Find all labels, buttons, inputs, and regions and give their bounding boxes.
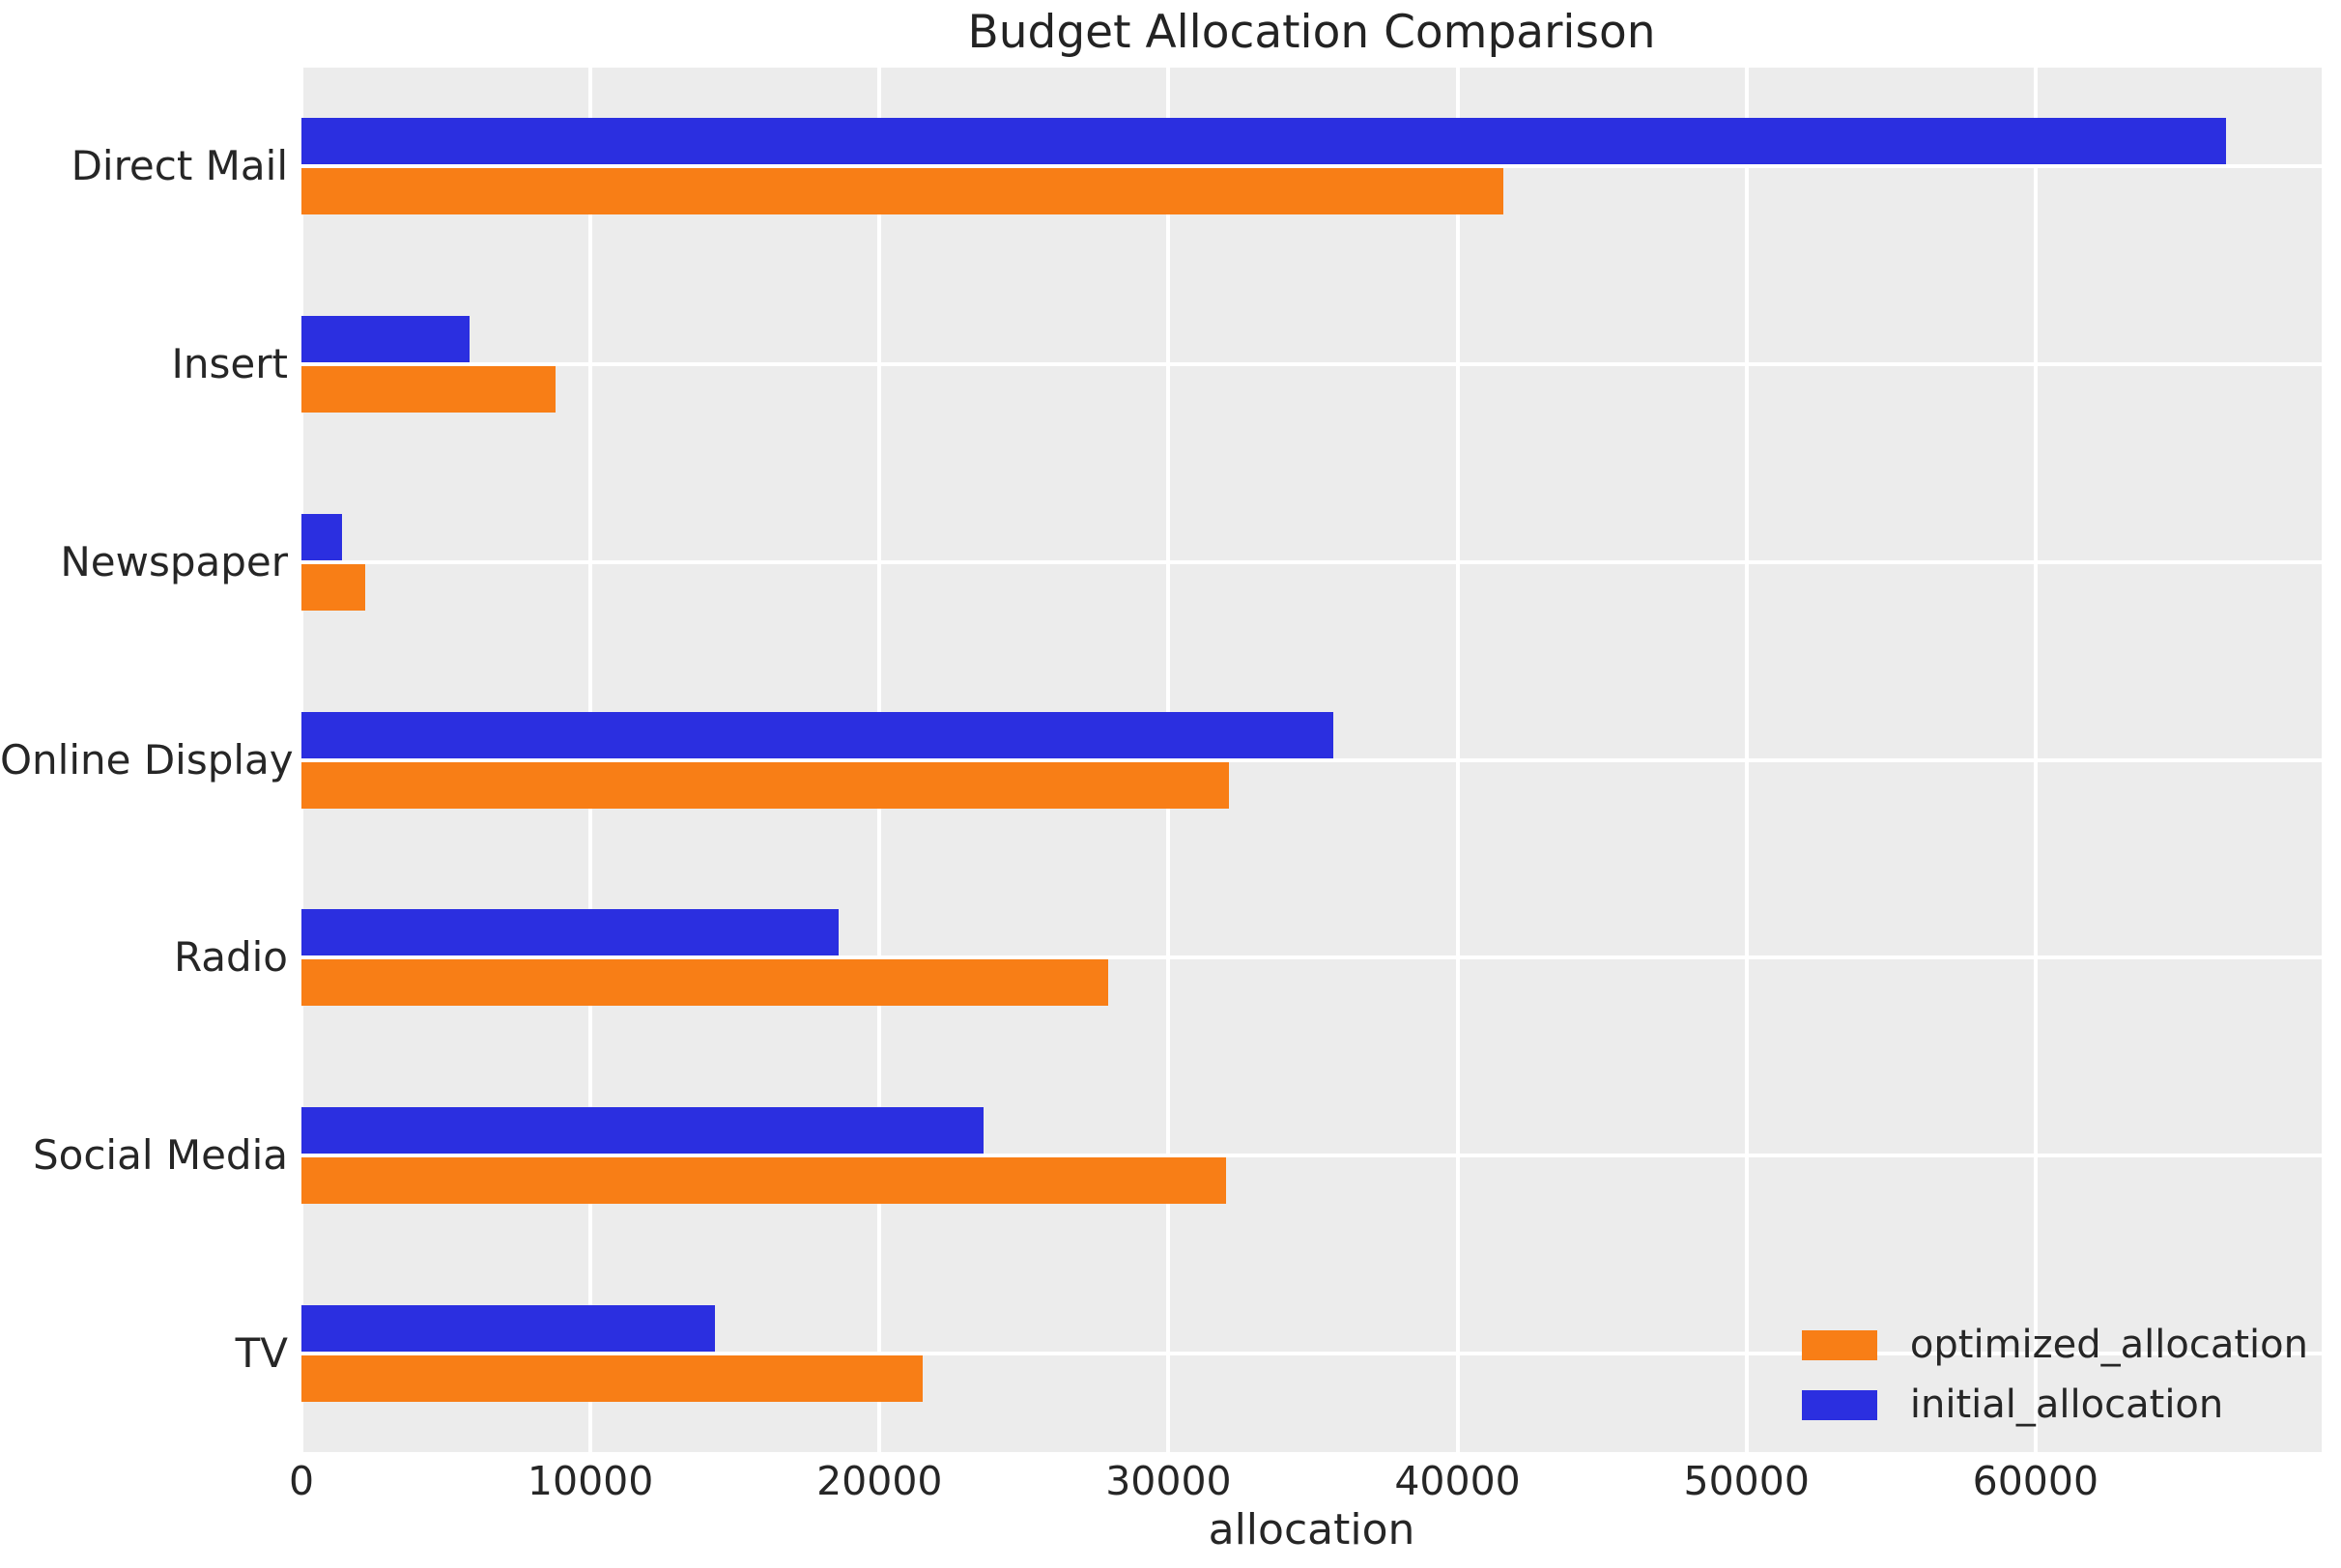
bar-optimized-allocation-tv xyxy=(301,1354,924,1402)
x-tick-0: 0 xyxy=(288,1458,315,1504)
gridline-y-newspaper xyxy=(301,559,2322,564)
gridline-y-social-media xyxy=(301,1153,2322,1157)
legend-row-initial-allocation: initial_allocation xyxy=(1801,1383,2308,1427)
category-label-social-media: Social Media xyxy=(32,1130,288,1179)
x-tick-60000: 60000 xyxy=(1972,1458,2099,1504)
bar-initial-allocation-newspaper xyxy=(301,513,342,560)
gridline-y-direct-mail xyxy=(301,164,2322,169)
legend-label-optimized-allocation: optimized_allocation xyxy=(1909,1323,2308,1367)
gridline-y-tv xyxy=(301,1351,2322,1355)
chart-title: Budget Allocation Comparison xyxy=(967,6,1656,59)
gridline-y-radio xyxy=(301,955,2322,960)
x-tick-20000: 20000 xyxy=(816,1458,943,1504)
plot-area: optimized_allocation initial_allocation xyxy=(301,68,2322,1452)
bar-optimized-allocation-insert xyxy=(301,366,557,413)
gridline-y-insert xyxy=(301,362,2322,367)
legend-swatch-initial-allocation xyxy=(1801,1389,1877,1420)
bar-optimized-allocation-online-display xyxy=(301,761,1230,809)
legend-swatch-optimized-allocation xyxy=(1801,1329,1877,1360)
category-label-insert: Insert xyxy=(171,340,288,388)
bar-initial-allocation-radio xyxy=(301,909,840,956)
category-label-online-display: Online Display xyxy=(0,735,294,784)
legend-label-initial-allocation: initial_allocation xyxy=(1909,1383,2224,1427)
bar-optimized-allocation-newspaper xyxy=(301,563,365,611)
bar-optimized-allocation-social-media xyxy=(301,1156,1227,1204)
bar-initial-allocation-social-media xyxy=(301,1106,984,1154)
x-tick-10000: 10000 xyxy=(527,1458,654,1504)
x-tick-50000: 50000 xyxy=(1683,1458,1810,1504)
x-tick-40000: 40000 xyxy=(1394,1458,1521,1504)
bar-initial-allocation-direct-mail xyxy=(301,118,2227,165)
x-tick-labels: 0 10000 20000 30000 40000 50000 60000 xyxy=(289,1452,2322,1508)
legend: optimized_allocation initial_allocation xyxy=(1801,1323,2308,1427)
category-label-tv: TV xyxy=(235,1328,288,1377)
legend-row-optimized-allocation: optimized_allocation xyxy=(1801,1323,2308,1367)
bar-optimized-allocation-radio xyxy=(301,959,1108,1007)
category-label-newspaper: Newspaper xyxy=(60,537,288,585)
gridline-y-online-display xyxy=(301,757,2322,762)
bar-initial-allocation-tv xyxy=(301,1304,715,1352)
bar-initial-allocation-online-display xyxy=(301,711,1333,758)
x-axis-label: allocation xyxy=(1208,1505,1415,1554)
category-labels: Direct Mail Insert Newspaper Online Display… xyxy=(0,68,294,1452)
bar-optimized-allocation-direct-mail xyxy=(301,168,1504,215)
x-tick-30000: 30000 xyxy=(1105,1458,1232,1504)
category-label-radio: Radio xyxy=(173,933,288,982)
category-label-direct-mail: Direct Mail xyxy=(71,142,288,190)
bar-initial-allocation-insert xyxy=(301,316,470,363)
